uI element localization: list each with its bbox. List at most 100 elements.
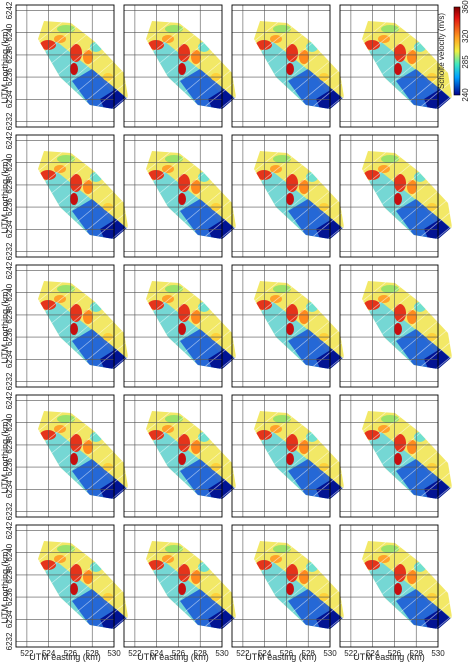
panel-frame	[231, 134, 331, 258]
x-tick-label: 524	[258, 649, 272, 658]
y-tick-label: 6232	[5, 242, 14, 260]
map-panel	[123, 394, 258, 525]
x-axis-titles: UTM easting (km) UTM easting (km) UTM east…	[29, 652, 425, 662]
x-tick-label: 526	[280, 649, 294, 658]
x-tick-label: 528	[410, 649, 424, 658]
y-tick-label: 6236	[5, 588, 14, 606]
panel-frame	[231, 4, 331, 128]
y-tick-label: 6236	[5, 458, 14, 476]
y-tick-label: 6242	[5, 1, 14, 19]
map-panel: 6242 6240 6238 6236 6234 6232	[5, 1, 150, 135]
y-tick-label: 6238	[5, 45, 14, 63]
velocity-swath	[26, 141, 150, 265]
y-tick-label: 6242	[5, 521, 14, 539]
colorbar-tick-label: 360	[461, 0, 470, 14]
velocity-swath	[134, 401, 258, 525]
map-panel	[339, 264, 474, 395]
y-axis-title: UTM northing (km)	[0, 418, 10, 493]
velocity-swath	[26, 11, 150, 135]
velocity-swath	[350, 141, 474, 265]
y-tick-label: 6240	[5, 153, 14, 171]
panel-frame	[123, 134, 223, 258]
velocity-swath	[134, 141, 258, 265]
y-tick-label: 6236	[5, 328, 14, 346]
panel-frame	[339, 134, 439, 258]
x-tick-label: 530	[107, 649, 121, 658]
velocity-swath	[26, 271, 150, 395]
y-tick-label: 6236	[5, 68, 14, 86]
panel-frame	[15, 264, 115, 388]
y-axis-titles: UTM northing (km) UTM northing (km) UTM no…	[0, 28, 10, 623]
colorbar: Scholte velocity (m/s) 360 320 285 240	[437, 0, 470, 102]
map-panel: 522 524 526 528 530	[231, 524, 366, 658]
y-tick-label: 6234	[5, 220, 14, 238]
map-panel	[231, 394, 366, 525]
x-tick-label: 522	[236, 649, 250, 658]
panel-frame	[339, 394, 439, 518]
y-tick-label: 6242	[5, 261, 14, 279]
velocity-swath	[134, 271, 258, 395]
x-tick-label: 530	[431, 649, 445, 658]
panel-frame	[231, 394, 331, 518]
x-axis-title: UTM easting (km)	[137, 652, 209, 662]
y-tick-label: 6240	[5, 543, 14, 561]
panel-frame	[339, 264, 439, 388]
x-tick-label: 528	[302, 649, 316, 658]
x-axis-title: UTM easting (km)	[353, 652, 425, 662]
velocity-swath	[134, 531, 258, 655]
y-tick-label: 6234	[5, 480, 14, 498]
panel-frame	[231, 524, 331, 648]
panel-frame	[123, 4, 223, 128]
panel-frame	[123, 264, 223, 388]
colorbar-gradient	[453, 6, 461, 96]
velocity-swath	[26, 401, 150, 525]
velocity-swath	[350, 531, 474, 655]
map-panel	[339, 394, 474, 525]
y-tick-label: 6234	[5, 90, 14, 108]
panel-frame	[339, 524, 439, 648]
y-tick-label: 6242	[5, 391, 14, 409]
y-tick-label: 6238	[5, 305, 14, 323]
panel-frame	[15, 4, 115, 128]
panel-frame	[123, 394, 223, 518]
colorbar-tick-label: 240	[461, 88, 470, 102]
x-tick-label: 526	[388, 649, 402, 658]
map-panel: 522 524 526 528 530	[123, 524, 258, 658]
y-tick-label: 6238	[5, 435, 14, 453]
map-panel	[231, 4, 366, 135]
y-axis-title: UTM northing (km)	[0, 28, 10, 103]
panel-grid: 6242624062386236623462326242624062386236…	[5, 1, 474, 658]
velocity-swath	[242, 401, 366, 525]
y-tick-label: 6240	[5, 283, 14, 301]
y-tick-label: 6232	[5, 632, 14, 650]
y-axis-title: UTM northing (km)	[0, 548, 10, 623]
map-panel	[339, 134, 474, 265]
map-panel: 6242 6240 6238 6236 6234 6232	[5, 131, 150, 265]
x-tick-label: 530	[215, 649, 229, 658]
colorbar-tick-label: 320	[461, 29, 470, 43]
y-tick-label: 6234	[5, 610, 14, 628]
velocity-swath	[242, 141, 366, 265]
panel-frame	[15, 524, 115, 648]
x-tick-label: 526	[64, 649, 78, 658]
x-axis-title: UTM easting (km)	[29, 652, 101, 662]
panel-frame	[15, 394, 115, 518]
x-tick-label: 528	[86, 649, 100, 658]
panel-frame	[15, 134, 115, 258]
velocity-swath	[350, 271, 474, 395]
y-tick-label: 6238	[5, 565, 14, 583]
x-tick-label: 522	[20, 649, 34, 658]
x-tick-label: 522	[128, 649, 142, 658]
map-panel	[339, 4, 474, 135]
map-panel: 522 524 526 528 530	[339, 524, 474, 658]
y-axis-title: UTM northing (km)	[0, 288, 10, 363]
velocity-swath	[134, 11, 258, 135]
map-panel: 6242 6240 6238 6236 6234 6232	[5, 261, 150, 395]
y-tick-label: 6240	[5, 413, 14, 431]
map-panel	[123, 4, 258, 135]
velocity-swath	[242, 11, 366, 135]
x-tick-label: 524	[366, 649, 380, 658]
y-tick-label: 6234	[5, 350, 14, 368]
map-panel	[123, 134, 258, 265]
